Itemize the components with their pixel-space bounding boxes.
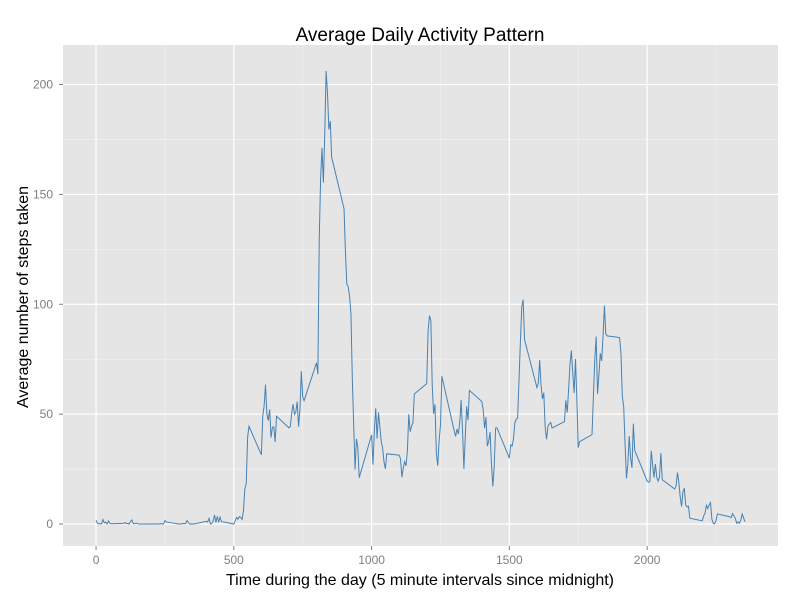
y-tick-label: 0 [46, 517, 53, 531]
series-line [95, 70, 746, 526]
x-tick-label: 1000 [358, 553, 385, 567]
x-tick-label: 2000 [634, 553, 661, 567]
y-tick-label: 50 [40, 407, 54, 421]
x-tick-label: 500 [224, 553, 244, 567]
major-gridlines [63, 45, 778, 546]
y-axis-label: Average number of steps taken [15, 186, 32, 408]
y-axis: 0 50 100 150 200 [33, 78, 63, 531]
x-axis: 0 500 1000 1500 2000 [93, 546, 661, 567]
chart-title: Average Daily Activity Pattern [296, 25, 545, 46]
plot-panel [63, 45, 778, 546]
y-tick-label: 200 [33, 78, 53, 92]
y-tick-label: 150 [33, 187, 53, 201]
minor-gridlines [63, 45, 778, 546]
x-tick-label: 1500 [496, 553, 523, 567]
x-tick-label: 0 [93, 553, 100, 567]
y-tick-label: 100 [33, 297, 53, 311]
x-axis-label: Time during the day (5 minute intervals … [226, 572, 614, 589]
